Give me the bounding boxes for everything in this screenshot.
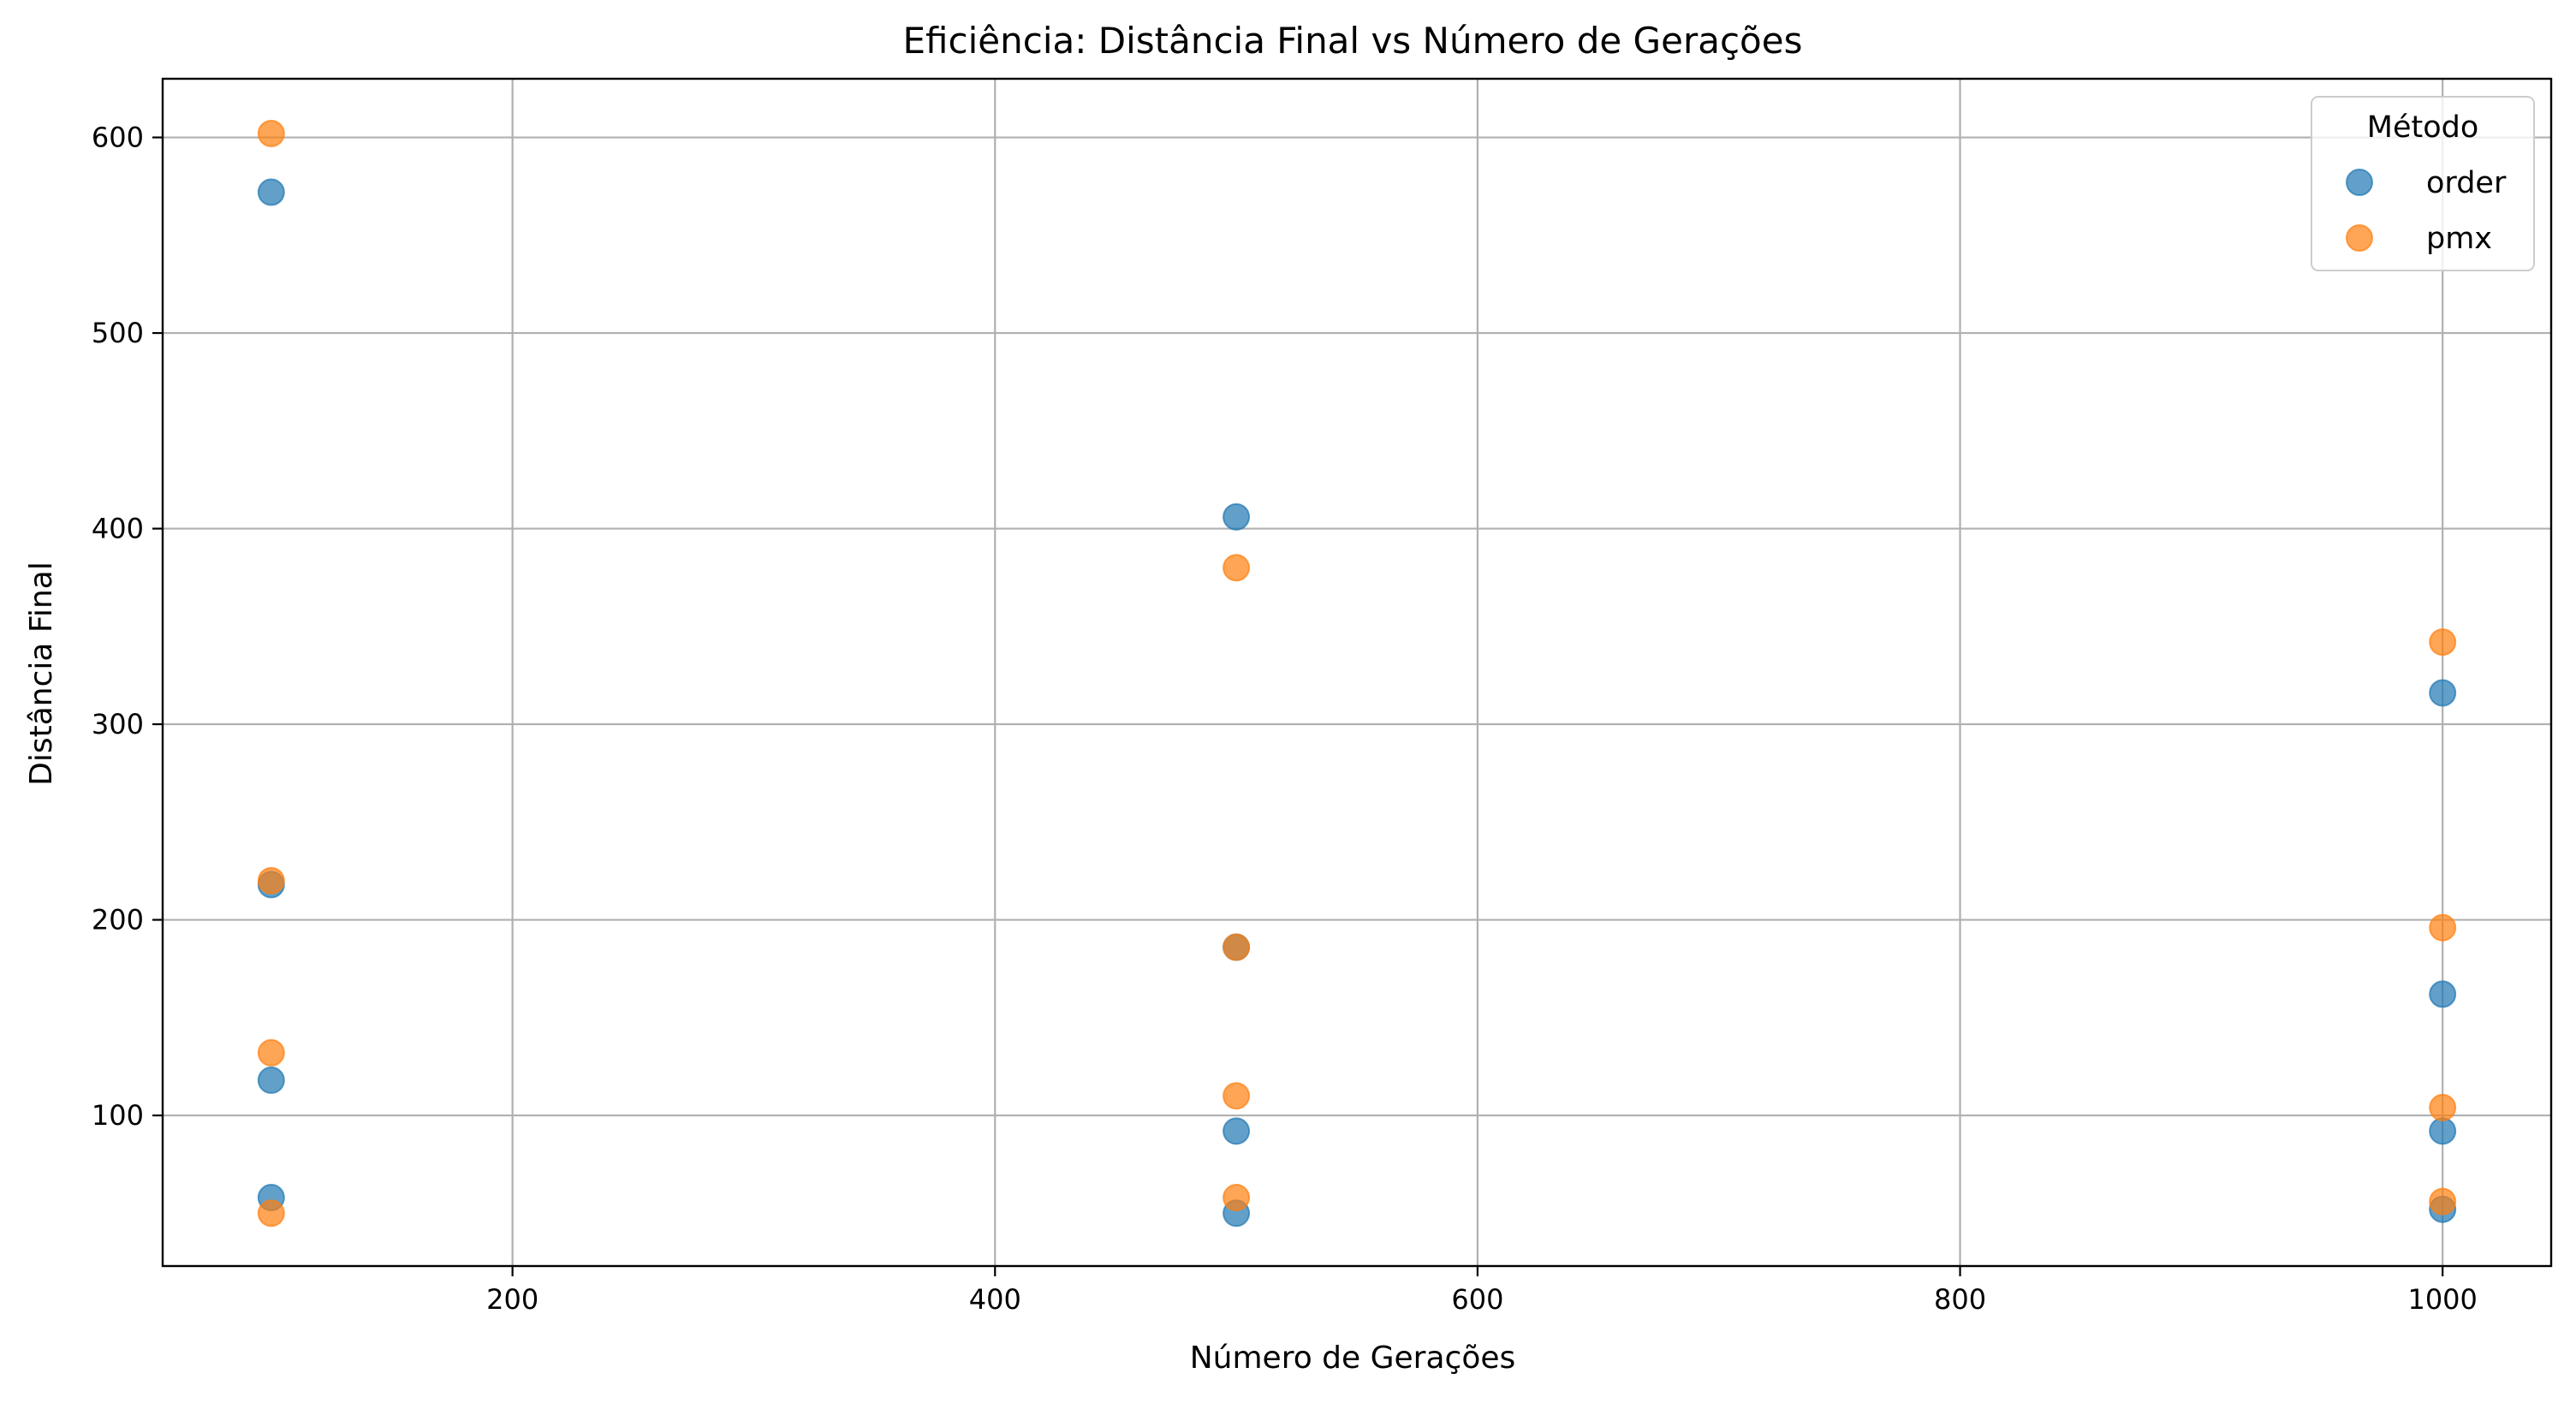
- data-point-pmx: [1223, 1082, 1251, 1110]
- chart-title: Eficiência: Distância Final vs Número de…: [903, 20, 1803, 62]
- legend-marker-pmx: [2346, 224, 2373, 252]
- x-tick-label: 600: [1451, 1283, 1503, 1316]
- y-tick-label: 600: [92, 122, 144, 154]
- plot-frame: [161, 77, 2553, 1268]
- y-axis-ticks: 100 200 300 400 500 600: [92, 122, 163, 1132]
- x-tick-label: 400: [969, 1283, 1021, 1316]
- data-point-order: [257, 178, 285, 206]
- y-tick-label: 100: [92, 1099, 144, 1132]
- data-points: [257, 119, 2457, 1228]
- data-point-pmx: [1223, 933, 1251, 961]
- data-point-pmx: [1223, 554, 1251, 582]
- data-point-order: [257, 1066, 285, 1094]
- grid-lines: [163, 79, 2551, 1266]
- y-tick-label: 200: [92, 904, 144, 936]
- data-point-order: [2429, 679, 2457, 707]
- data-point-pmx: [2429, 628, 2457, 657]
- data-point-pmx: [1223, 1184, 1251, 1212]
- x-axis-label: Número de Gerações: [1190, 1341, 1516, 1376]
- data-point-pmx: [257, 119, 285, 147]
- x-tick-label: 200: [486, 1283, 538, 1316]
- y-tick-label: 500: [92, 317, 144, 349]
- x-axis-ticks: 200 400 600 800 1000: [486, 1266, 2478, 1316]
- x-tick-label: 1000: [2407, 1283, 2477, 1316]
- data-point-order: [1223, 1117, 1251, 1145]
- legend: Método order pmx: [2311, 96, 2535, 271]
- data-point-pmx: [2429, 1093, 2457, 1121]
- legend-label-order: order: [2426, 166, 2507, 200]
- x-tick-label: 800: [1934, 1283, 1986, 1316]
- data-point-pmx: [257, 866, 285, 895]
- y-axis-label: Distância Final: [24, 562, 59, 786]
- data-point-pmx: [2429, 913, 2457, 942]
- y-tick-label: 400: [92, 513, 144, 545]
- data-point-order: [1223, 502, 1251, 531]
- data-point-pmx: [257, 1038, 285, 1067]
- data-point-pmx: [2429, 1187, 2457, 1216]
- data-point-order: [2429, 980, 2457, 1008]
- data-point-pmx: [257, 1199, 285, 1228]
- legend-marker-order: [2346, 169, 2373, 196]
- legend-label-pmx: pmx: [2426, 222, 2492, 256]
- legend-title: Método: [2367, 110, 2479, 145]
- y-tick-label: 300: [92, 708, 144, 740]
- data-point-order: [2429, 1117, 2457, 1145]
